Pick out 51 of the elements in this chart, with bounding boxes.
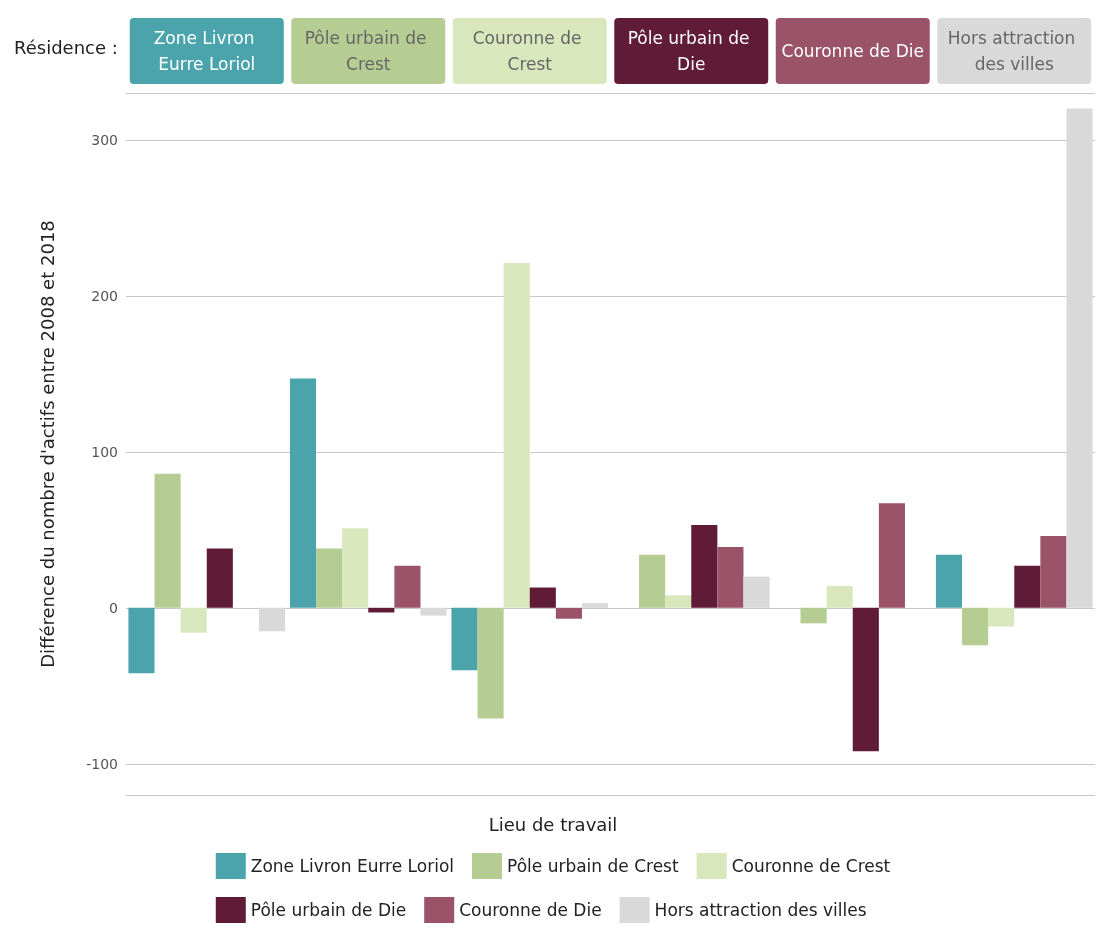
bar — [691, 525, 718, 608]
bar — [420, 607, 447, 616]
bar — [1014, 565, 1041, 608]
bar — [639, 554, 666, 608]
y-tick-label: 0 — [109, 599, 118, 616]
bar — [451, 607, 478, 671]
bar — [154, 473, 181, 608]
y-axis-title: Différence du nombre d'actifs entre 2008 et 2018 — [36, 220, 58, 668]
bar — [1040, 536, 1067, 608]
bar — [477, 607, 504, 719]
bar — [258, 607, 286, 632]
legend-label: Zone Livron Eurre Loriol — [250, 856, 455, 876]
bar — [289, 378, 317, 608]
bar — [743, 576, 770, 608]
x-tick-label: Couronne de Die — [781, 41, 924, 61]
bar — [128, 607, 155, 674]
bar — [800, 607, 827, 624]
bar — [555, 607, 582, 619]
x-tick-label: Pôle urbain de Crest — [304, 28, 432, 74]
x-tick-label: Zone Livron Eurre Loriol — [153, 28, 260, 74]
x-tick-label: Hors attraction des villes — [947, 28, 1081, 74]
x-axis-title: Résidence : — [14, 36, 118, 58]
bar — [717, 546, 744, 608]
legend-label: Couronne de Crest — [731, 856, 891, 876]
bar — [826, 585, 853, 608]
bar — [316, 548, 343, 608]
legend-title: Lieu de travail — [488, 813, 618, 835]
legend-label: Pôle urbain de Die — [250, 900, 407, 920]
legend-label: Pôle urbain de Crest — [507, 856, 679, 876]
y-tick-label: 300 — [91, 131, 118, 148]
legend-label: Hors attraction des villes — [654, 900, 867, 920]
bar — [206, 548, 233, 608]
bar — [988, 607, 1015, 627]
bar — [962, 607, 989, 646]
bar — [529, 587, 556, 608]
bar — [878, 503, 905, 608]
bar — [394, 565, 421, 608]
x-tick-label: Pôle urbain de Die — [627, 28, 755, 74]
bar — [180, 607, 207, 633]
bar — [581, 603, 609, 608]
bar — [1066, 108, 1093, 608]
bar — [503, 263, 530, 608]
legend-label: Couronne de Die — [459, 900, 602, 920]
bar — [935, 554, 963, 608]
bar — [665, 595, 692, 608]
y-tick-label: 100 — [91, 443, 118, 460]
y-tick-label: 200 — [91, 287, 118, 304]
y-tick-label: -100 — [86, 755, 118, 772]
bar — [342, 528, 369, 608]
bar — [852, 607, 879, 752]
x-tick-label: Couronne de Crest — [472, 28, 587, 74]
